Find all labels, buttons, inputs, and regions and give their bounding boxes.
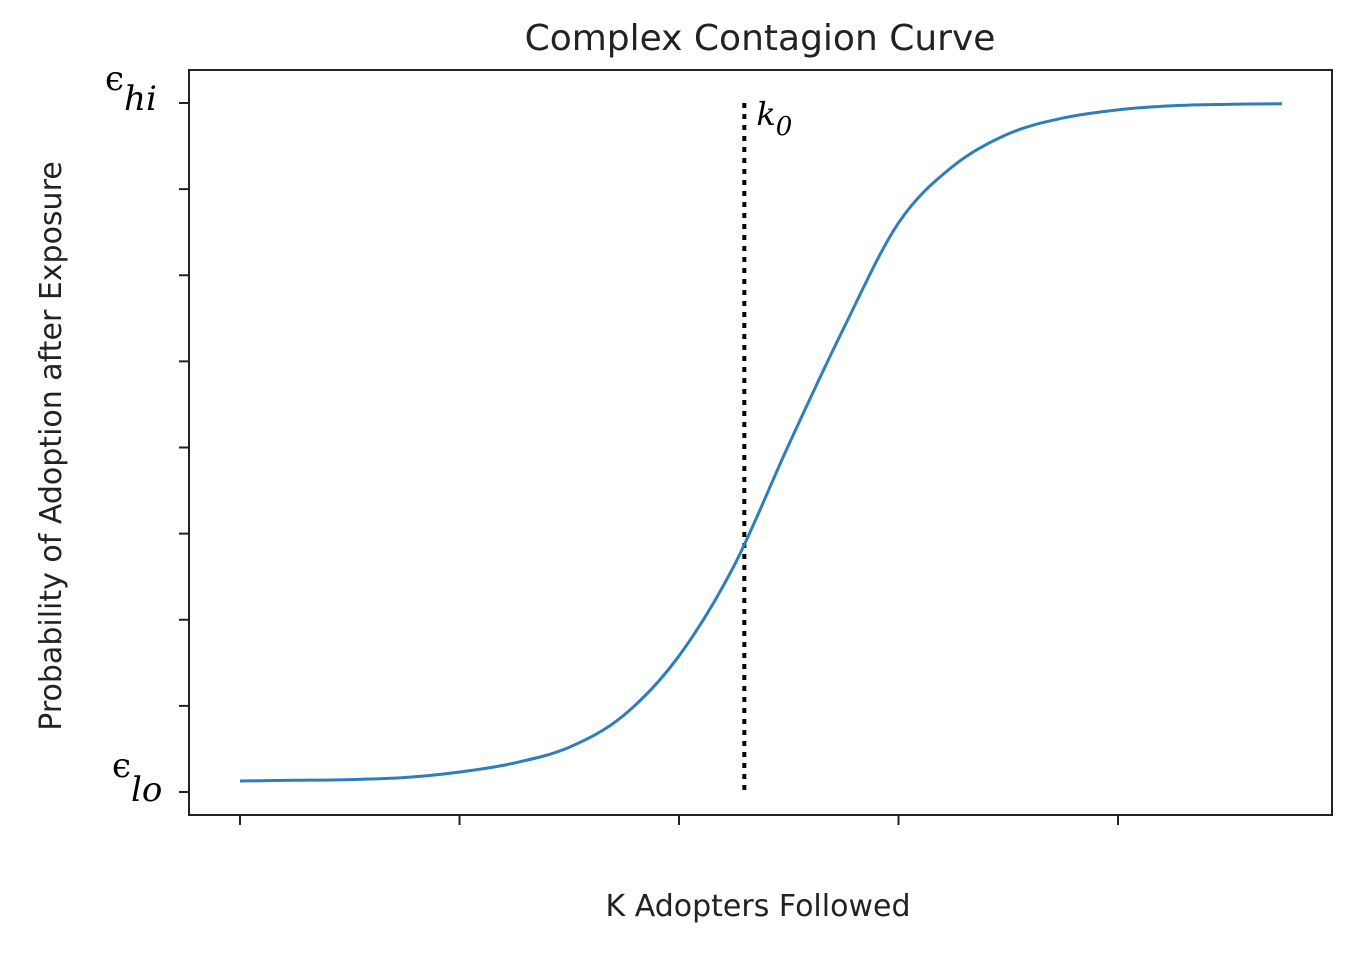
y-axis-label: Probability of Adoption after Exposure: [34, 161, 69, 730]
threshold-label: k0: [756, 95, 792, 142]
y-top-label: ϵhi: [105, 59, 157, 119]
x-axis-ticks: [239, 815, 1119, 825]
y-bottom-label-sub: lo: [131, 770, 162, 810]
y-top-label-symbol: ϵ: [105, 59, 124, 99]
y-axis-ticks: [179, 102, 189, 793]
y-bottom-label: ϵlo: [112, 746, 162, 810]
threshold-label-main: k: [756, 95, 775, 133]
threshold-label-sub: 0: [776, 112, 793, 142]
plot-frame: [188, 69, 1333, 816]
series-line: [239, 102, 1283, 783]
y-bottom-label-symbol: ϵ: [112, 746, 131, 786]
chart-title: Complex Contagion Curve: [525, 18, 996, 59]
x-axis-label: K Adopters Followed: [606, 889, 911, 924]
y-top-label-sub: hi: [124, 79, 157, 119]
